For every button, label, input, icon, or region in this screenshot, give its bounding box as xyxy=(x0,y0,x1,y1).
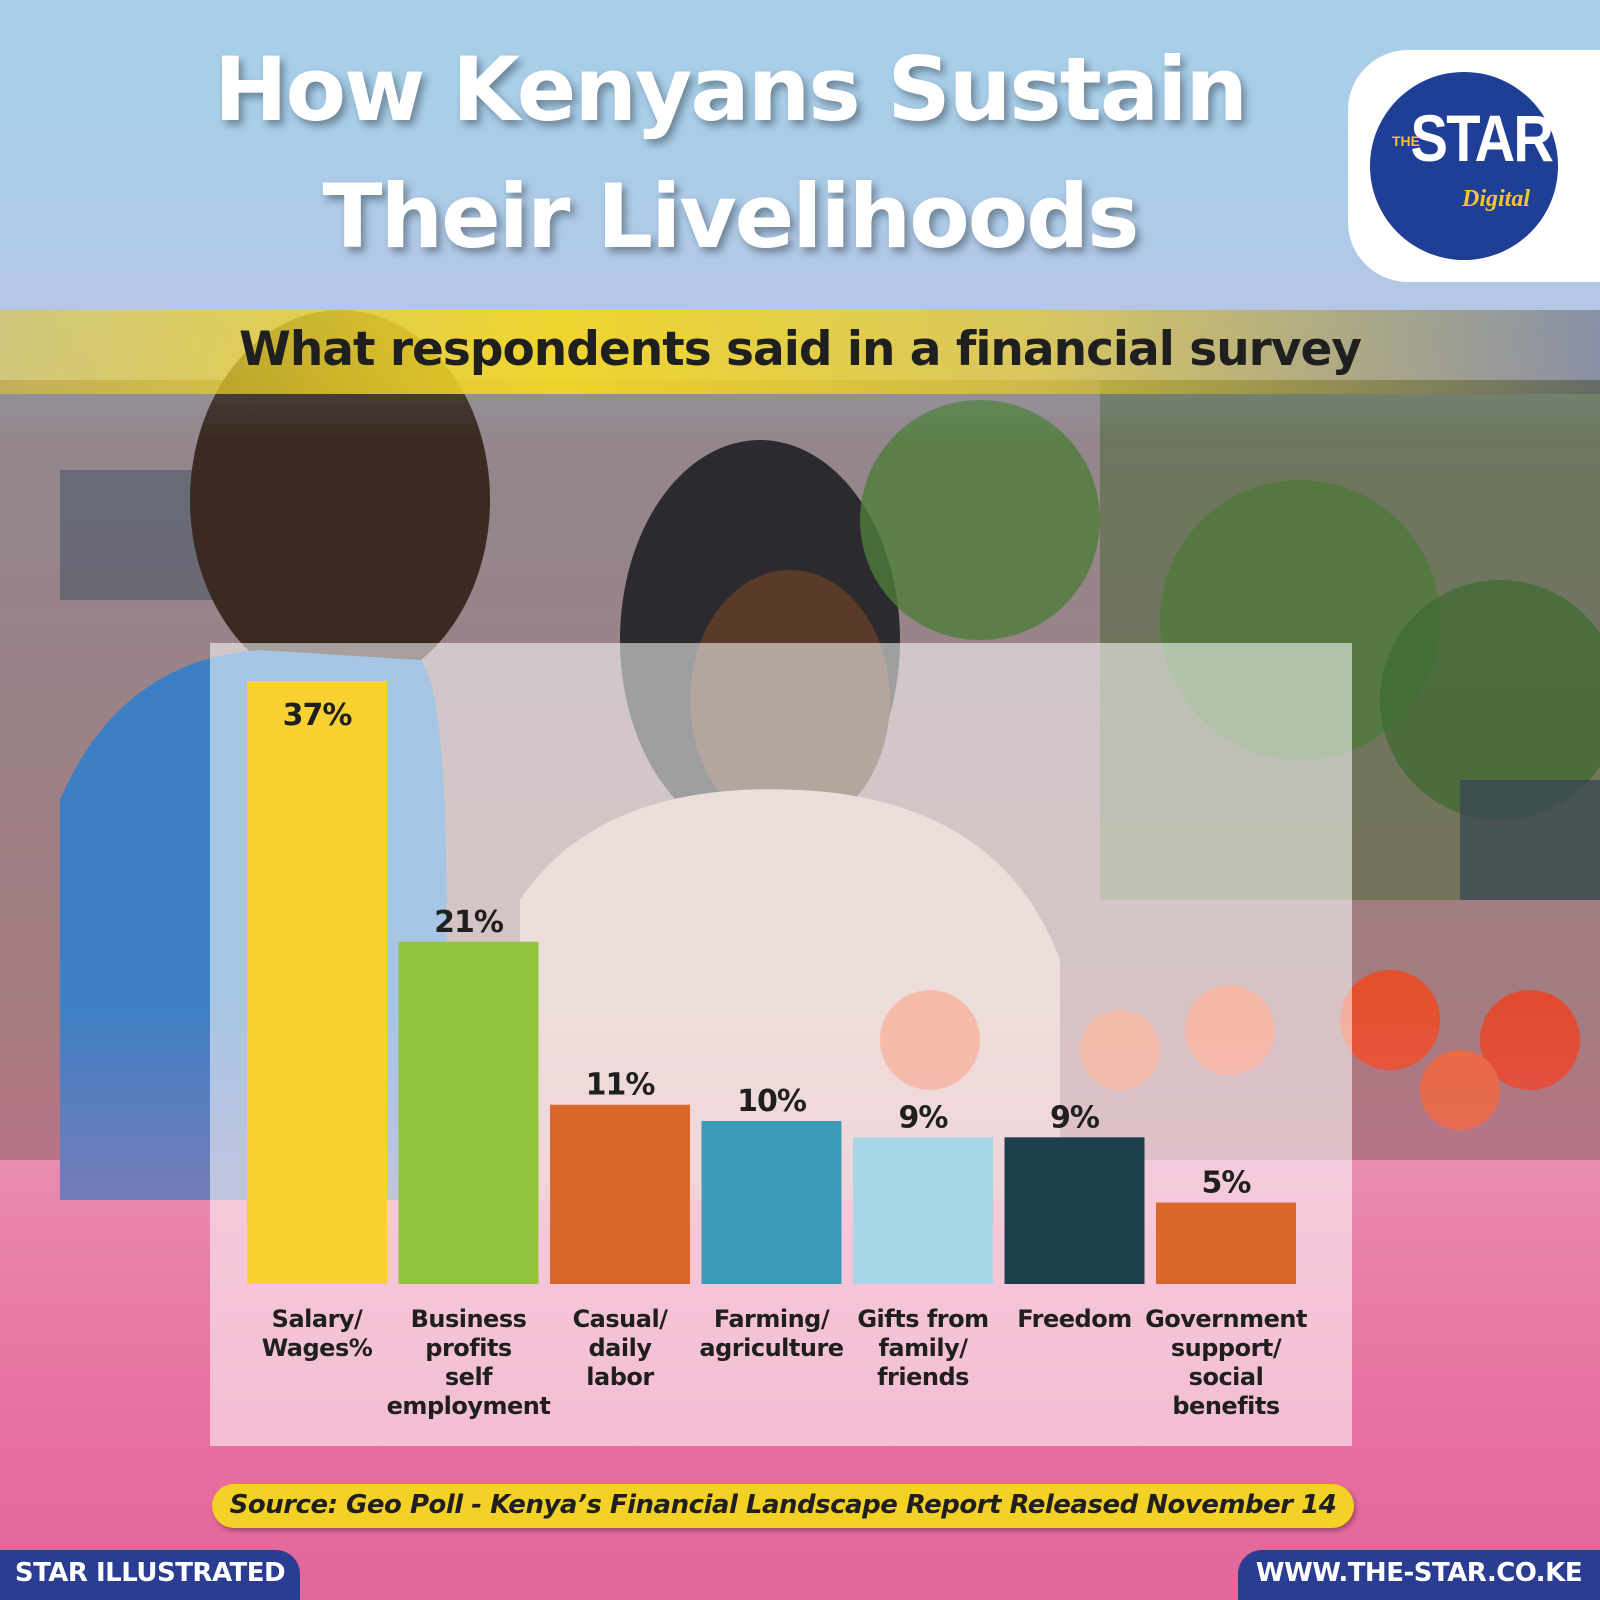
bar-value-label-6: 5% xyxy=(1202,1166,1252,1201)
bar-value-label-1: 21% xyxy=(434,905,504,940)
logo-disc xyxy=(1370,72,1558,260)
bar-3 xyxy=(701,1121,842,1284)
logo-prefix: THE xyxy=(1392,133,1420,149)
bar-chart: 37% Salary/Wages% 21% Business profits self em… xyxy=(247,681,1307,1420)
category-label-2: Casual/daily labor xyxy=(573,1305,669,1391)
bar-4 xyxy=(853,1137,993,1284)
footer-left-tab xyxy=(0,1550,300,1600)
category-label-3: Farming/agriculture xyxy=(699,1305,843,1362)
bar-0 xyxy=(247,681,387,1284)
bar-value-label-5: 9% xyxy=(1050,1100,1100,1135)
bar-value-label-3: 10% xyxy=(737,1084,807,1119)
footer-right-tab xyxy=(1238,1550,1600,1600)
bar-value-label-0: 37% xyxy=(283,698,353,733)
footer-left-label: STAR ILLUSTRATED xyxy=(14,1558,286,1588)
logo-suffix: Digital xyxy=(1462,186,1531,212)
category-label-4: Gifts from family/friends xyxy=(857,1305,988,1391)
source-pill xyxy=(212,1484,1354,1528)
source-text: Source: Geo Poll - Kenya’s Financial Lan… xyxy=(229,1490,1337,1520)
website-url: WWW.THE-STAR.CO.KE xyxy=(1255,1558,1583,1588)
bar-5 xyxy=(1004,1137,1145,1284)
logo-brand: STAR xyxy=(1410,101,1554,175)
bar-value-label-2: 11% xyxy=(586,1068,656,1103)
subtitle-band xyxy=(0,310,1600,394)
category-label-6: Government support/social benefits xyxy=(1145,1305,1307,1420)
bar-6 xyxy=(1156,1202,1296,1284)
bar-value-label-4: 9% xyxy=(899,1100,949,1135)
chart-panel: 37% Salary/Wages% 21% Business profits self em… xyxy=(210,643,1352,1446)
title-line-1: How Kenyans Sustain xyxy=(213,38,1248,141)
category-label-5: Freedom xyxy=(1017,1305,1131,1333)
subtitle: What respondents said in a financial sur… xyxy=(239,322,1362,377)
category-label-1: Business profits self employment xyxy=(387,1305,551,1420)
bar-1 xyxy=(398,941,539,1284)
category-label-0: Salary/Wages% xyxy=(262,1305,373,1362)
title-line-2: Their Livelihoods xyxy=(322,165,1139,268)
bar-2 xyxy=(550,1104,690,1284)
